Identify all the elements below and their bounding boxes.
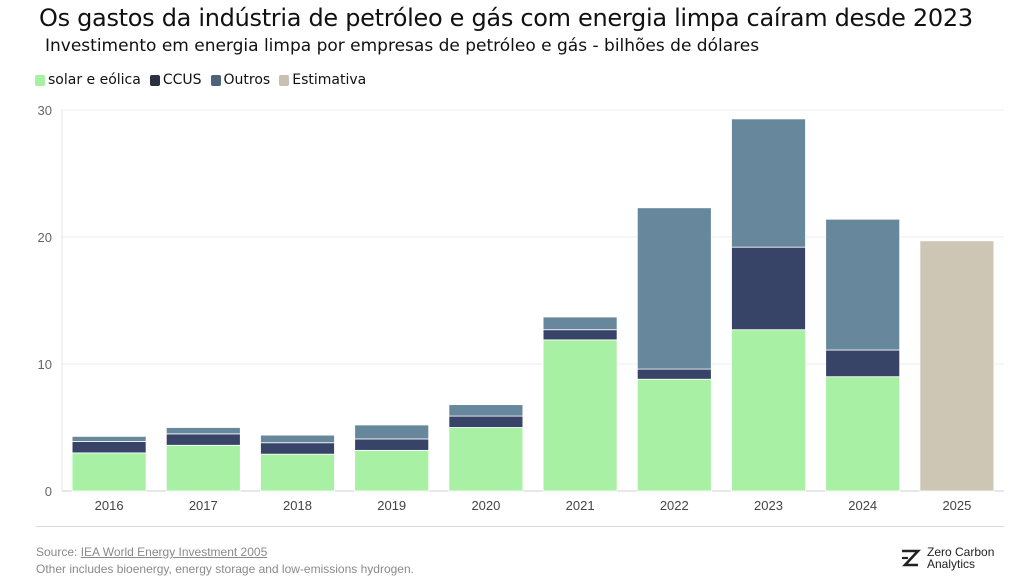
brand-line-2: Analytics (927, 557, 976, 571)
bar-2020-Outros (448, 404, 524, 417)
legend-swatch-estimativa (279, 74, 290, 86)
bar-2024-solar-e-eólica (825, 376, 901, 492)
x-tick-label-2017: 2017 (189, 498, 218, 513)
chart-subtitle: Investimento em energia limpa por empres… (45, 36, 760, 56)
x-tick-label-2019: 2019 (377, 498, 406, 513)
legend-label-estimativa: Estimativa (292, 72, 367, 88)
bar-2025-Estimativa (919, 240, 995, 492)
bar-2019-CCUS (354, 438, 430, 451)
x-tick-label-2025: 2025 (942, 498, 971, 513)
x-tick-label-2016: 2016 (95, 498, 124, 513)
legend-swatch-outros (210, 74, 221, 86)
source-link[interactable]: IEA World Energy Investment 2005 (80, 545, 268, 559)
bar-2016-solar-e-eólica (71, 452, 147, 492)
legend-label-outros: Outros (223, 72, 271, 88)
bar-2019-Outros (354, 424, 430, 440)
y-tick-label-0: 0 (45, 484, 52, 499)
bar-2021-Outros (542, 316, 618, 331)
bar-2017-CCUS (165, 433, 241, 446)
x-tick-label-2021: 2021 (566, 498, 595, 513)
stacked-bar-chart: 0 10 20 30 2016 2017 2018 2019 2020 2021 2022 2023 2… (38, 103, 1004, 513)
legend-swatch-solar (35, 74, 45, 86)
x-tick-label-2023: 2023 (754, 498, 783, 513)
bar-2016-CCUS (71, 441, 147, 454)
bar-2023-CCUS (731, 246, 806, 331)
bar-2017-solar-e-eólica (165, 444, 241, 492)
y-tick-label-20: 20 (38, 230, 52, 245)
chart-title: Os gastos da indústria de petróleo e gás… (39, 4, 973, 32)
legend: solar e eólica CCUS Outros Estimativa (35, 72, 366, 88)
bar-2022-Outros (636, 207, 712, 370)
bar-2018-CCUS (260, 442, 335, 455)
zero-carbon-logo-icon (902, 549, 921, 567)
y-tick-label-10: 10 (38, 357, 52, 372)
legend-item-outros: Outros (210, 72, 271, 88)
bar-2016-Outros (71, 435, 147, 442)
bar-2023-Outros (731, 118, 806, 248)
bar-2020-CCUS (448, 415, 524, 428)
footnote: Other includes bioenergy, energy storage… (36, 562, 414, 576)
x-tick-label-2020: 2020 (471, 498, 500, 513)
bar-2017-Outros (165, 427, 241, 435)
bar-2018-Outros (260, 434, 335, 444)
x-tick-label-2018: 2018 (283, 498, 312, 513)
x-tick-label-2024: 2024 (848, 498, 877, 513)
legend-item-solar: solar e eólica (35, 72, 141, 88)
legend-label-ccus: CCUS (162, 72, 202, 88)
brand-logo: Zero Carbon Analytics (899, 546, 994, 570)
legend-label-solar: solar e eólica (48, 72, 141, 88)
bar-2020-solar-e-eólica (448, 427, 524, 492)
legend-item-ccus: CCUS (149, 72, 202, 88)
source-line: Source: IEA World Energy Investment 2005 (36, 545, 267, 559)
bar-2019-solar-e-eólica (354, 449, 430, 492)
source-prefix: Source: (36, 545, 81, 559)
brand-name: Zero Carbon Analytics (927, 546, 994, 570)
bar-2021-CCUS (542, 329, 618, 341)
footer-divider (36, 526, 1004, 527)
bar-2022-CCUS (636, 368, 712, 380)
legend-swatch-ccus (149, 74, 160, 86)
bar-2018-solar-e-eólica (260, 453, 335, 492)
bar-2023-solar-e-eólica (731, 329, 806, 492)
brand-line-1: Zero Carbon (927, 545, 995, 559)
bar-2021-solar-e-eólica (542, 339, 618, 492)
bar-2024-Outros (825, 218, 901, 351)
legend-item-estimativa: Estimativa (279, 72, 366, 88)
bar-2022-solar-e-eólica (636, 378, 712, 492)
bar-2024-CCUS (825, 349, 901, 378)
x-tick-label-2022: 2022 (660, 498, 689, 513)
y-tick-label-30: 30 (38, 103, 52, 118)
